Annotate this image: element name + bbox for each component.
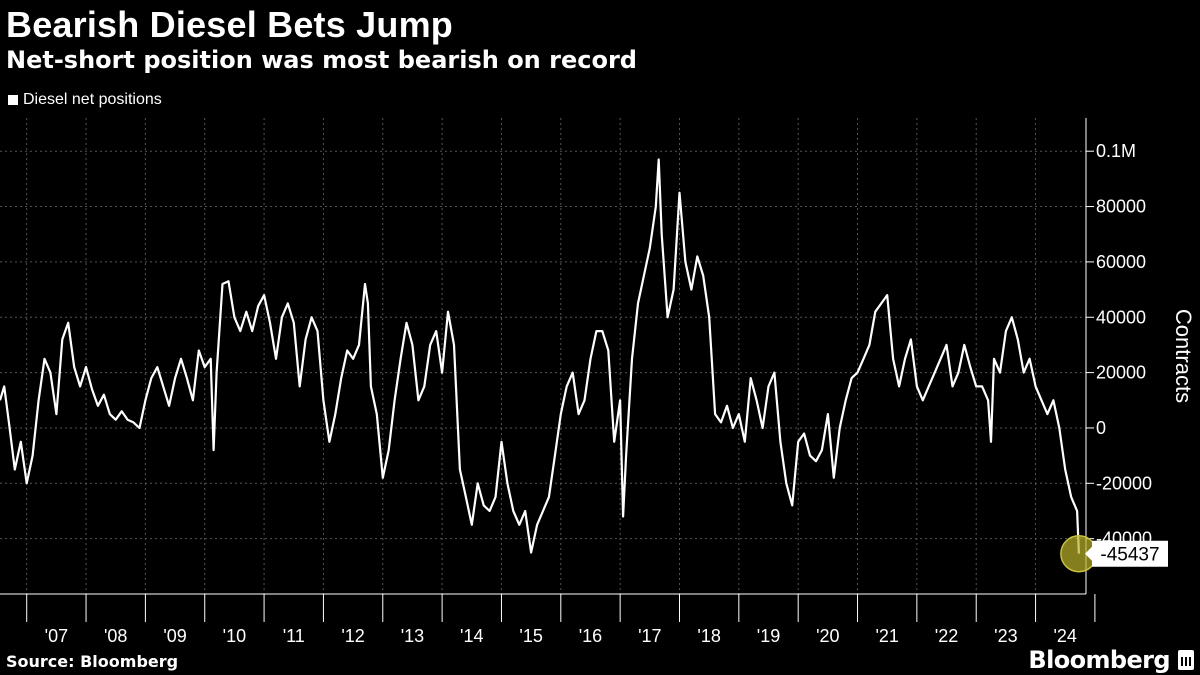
legend: Diesel net positions [8, 91, 162, 109]
x-tick-label: '21 [875, 626, 898, 646]
legend-swatch [8, 95, 18, 105]
series-line [0, 158, 1080, 554]
x-tick-label: '07 [45, 626, 68, 646]
bloomberg-mark-icon [1178, 650, 1194, 670]
line-chart: '07 '08 '09 '10 '11 '12 '13 '14 '15 '16 '17 '18 '19 '… [0, 118, 1196, 646]
x-tick-label: '18 [697, 626, 720, 646]
x-tick-label: '12 [341, 626, 364, 646]
bloomberg-logo: Bloomberg [1028, 646, 1170, 674]
x-tick-label: '08 [104, 626, 127, 646]
x-tick-label: '16 [579, 626, 602, 646]
x-tick-label: '20 [816, 626, 839, 646]
series-layer [0, 158, 1080, 554]
x-tick-label: '19 [757, 626, 780, 646]
chart-subtitle: Net-short position was most bearish on r… [6, 46, 637, 74]
x-tick-label: '23 [994, 626, 1017, 646]
annotation-layer: -45437 [1060, 534, 1168, 573]
x-tick-label: '09 [163, 626, 186, 646]
x-tick-label: '24 [1053, 626, 1076, 646]
legend-label: Diesel net positions [23, 91, 162, 108]
y-tick-label: -20000 [1096, 473, 1152, 493]
y-tick-label: 0.1M [1096, 141, 1136, 161]
x-tick-label: '15 [519, 626, 542, 646]
y-tick-label: 0 [1096, 418, 1106, 438]
y-tick-label: 20000 [1096, 363, 1146, 383]
grid-lines [0, 118, 1086, 594]
x-tick-label: '10 [223, 626, 246, 646]
x-axis-ticks: '07 '08 '09 '10 '11 '12 '13 '14 '15 '16 '17 '18 '19 '… [26, 594, 1096, 646]
axes [0, 118, 1087, 595]
value-callout-label: -45437 [1100, 545, 1159, 566]
y-tick-label: 80000 [1096, 197, 1146, 217]
y-tick-label: 60000 [1096, 252, 1146, 272]
x-tick-label: '22 [935, 626, 958, 646]
x-tick-label: '13 [401, 626, 424, 646]
y-axis-label: Contracts [1171, 309, 1196, 403]
x-tick-label: '14 [460, 626, 483, 646]
x-tick-label: '17 [638, 626, 661, 646]
value-callout [1085, 540, 1168, 567]
chart-title: Bearish Diesel Bets Jump [6, 4, 453, 45]
y-tick-label: 40000 [1096, 307, 1146, 327]
x-tick-label: '11 [283, 626, 305, 646]
source-note: Source: Bloomberg [6, 652, 179, 671]
